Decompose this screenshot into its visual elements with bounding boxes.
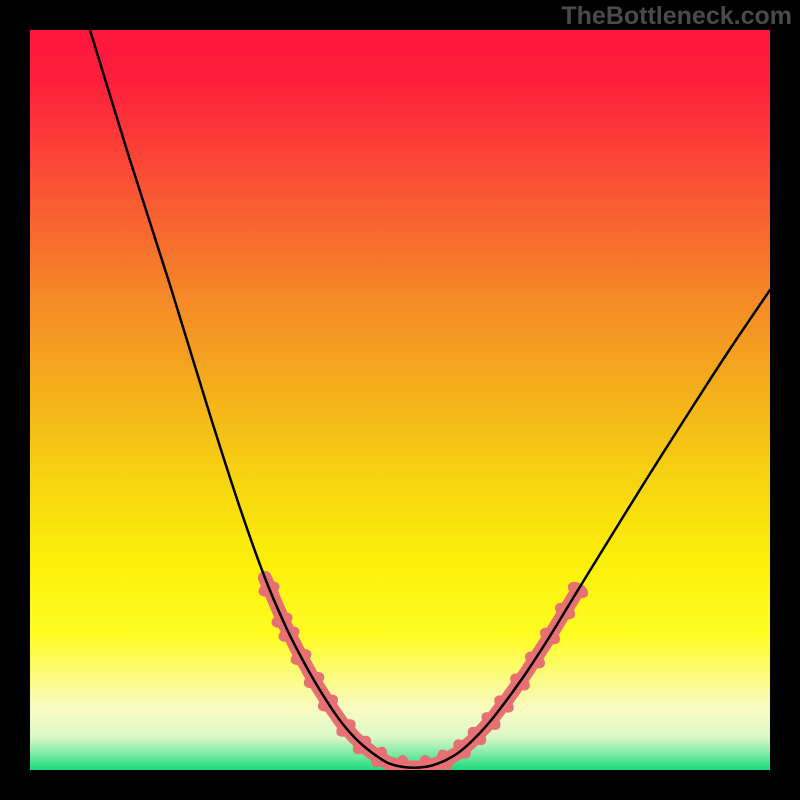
watermark-label: TheBottleneck.com bbox=[561, 2, 792, 31]
bottleneck-curve bbox=[90, 30, 770, 768]
chart-frame: TheBottleneck.com bbox=[0, 0, 800, 800]
highlight-segment-right bbox=[408, 590, 578, 768]
chart-svg bbox=[30, 30, 770, 770]
highlight-segment-left bbox=[265, 578, 408, 768]
plot-area bbox=[30, 30, 770, 770]
